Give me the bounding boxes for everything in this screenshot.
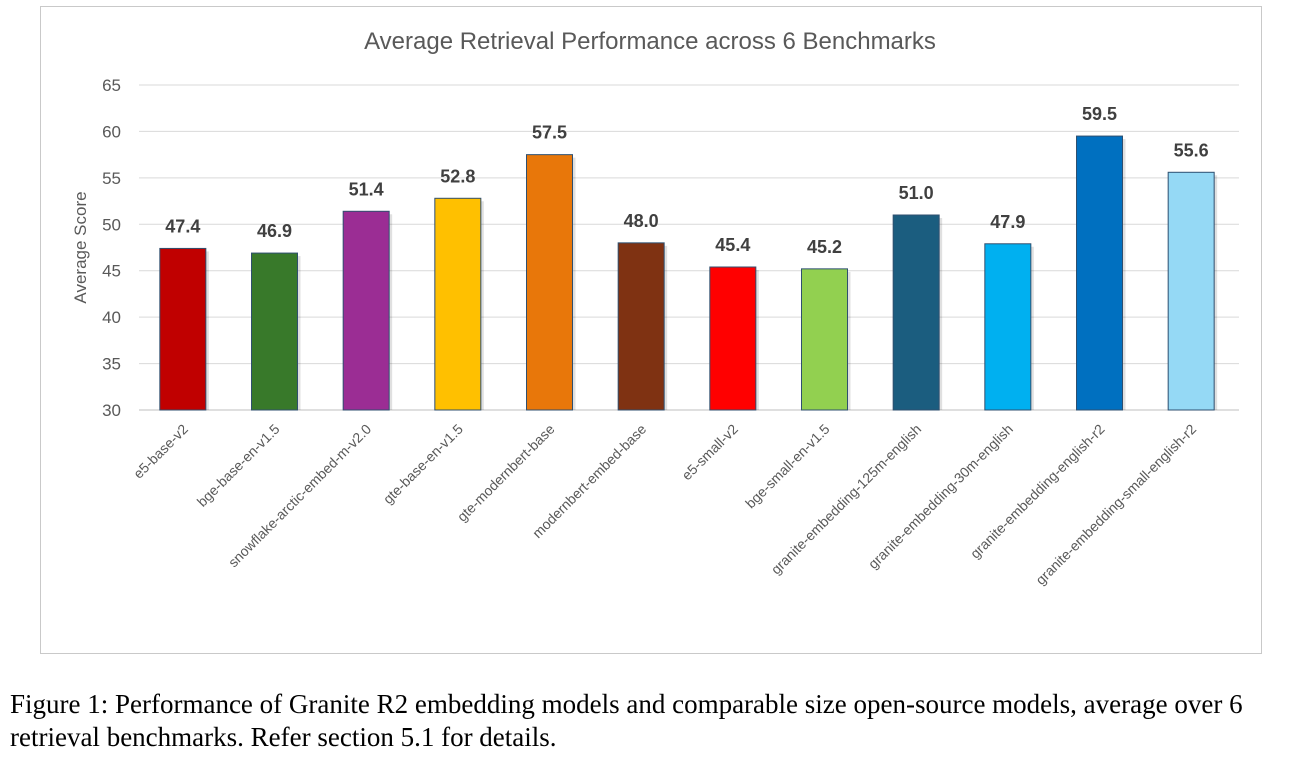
y-tick-label: 50 — [102, 215, 121, 234]
data-label: 47.9 — [990, 212, 1025, 232]
y-tick-label: 55 — [102, 169, 121, 188]
data-label: 55.6 — [1174, 140, 1209, 160]
y-tick-label: 65 — [102, 76, 121, 95]
x-tick-label: snowflake-arctic-embed-m-v2.0 — [225, 421, 375, 571]
x-tick-label: granite-embedding-125m-english — [768, 421, 925, 578]
y-tick-label: 30 — [102, 401, 121, 420]
chart-frame: Average Retrieval Performance across 6 B… — [40, 6, 1262, 654]
data-label: 47.4 — [165, 216, 200, 236]
y-tick-label: 40 — [102, 308, 121, 327]
y-tick-label: 35 — [102, 355, 121, 374]
data-label: 45.2 — [807, 237, 842, 257]
data-label: 57.5 — [532, 123, 567, 143]
x-tick-label: granite-embedding-30m-english — [865, 421, 1016, 572]
bar-bge-base-en-v1.5 — [251, 252, 298, 411]
bar-bge-small-en-v1.5 — [801, 268, 848, 411]
bar-granite-embedding-small-english-r2 — [1167, 171, 1215, 411]
x-tick-label: e5-small-v2 — [678, 421, 741, 484]
data-label: 46.9 — [257, 221, 292, 241]
data-label: 51.4 — [349, 179, 384, 199]
x-tick-label: granite-embedding-small-english-r2 — [1032, 421, 1199, 588]
data-label: 45.4 — [715, 235, 750, 255]
bar-modernbert-embed-base — [617, 242, 665, 411]
bar-granite-embedding-30m-english — [984, 243, 1032, 411]
bar-e5-base-v2 — [159, 247, 207, 411]
bar-snowflake-arctic-embed-m-v2.0 — [342, 210, 390, 411]
chart-title: Average Retrieval Performance across 6 B… — [364, 28, 936, 55]
bar-granite-embedding-english-r2 — [1076, 135, 1123, 411]
bar-chart: Average Retrieval Performance across 6 B… — [71, 28, 1239, 588]
x-tick-label: e5-base-v2 — [130, 421, 191, 482]
figure-caption: Figure 1: Performance of Granite R2 embe… — [10, 689, 1243, 752]
bar-gte-base-en-v1.5 — [434, 197, 482, 411]
y-axis-label: Average Score — [71, 191, 90, 303]
x-tick-label: gte-base-en-v1.5 — [380, 421, 466, 507]
data-label: 59.5 — [1082, 104, 1117, 124]
data-label: 51.0 — [899, 183, 934, 203]
y-tick-label: 45 — [102, 262, 121, 281]
data-label: 52.8 — [440, 166, 475, 186]
y-tick-label: 60 — [102, 122, 121, 141]
data-label: 48.0 — [624, 211, 659, 231]
x-tick-label: bge-base-en-v1.5 — [194, 421, 283, 510]
x-tick-label: bge-small-en-v1.5 — [742, 421, 833, 512]
bar-e5-small-v2 — [709, 266, 757, 411]
bar-gte-modernbert-base — [526, 154, 573, 411]
bar-granite-embedding-125m-english — [892, 214, 940, 411]
x-tick-label: gte-modernbert-base — [454, 421, 558, 525]
